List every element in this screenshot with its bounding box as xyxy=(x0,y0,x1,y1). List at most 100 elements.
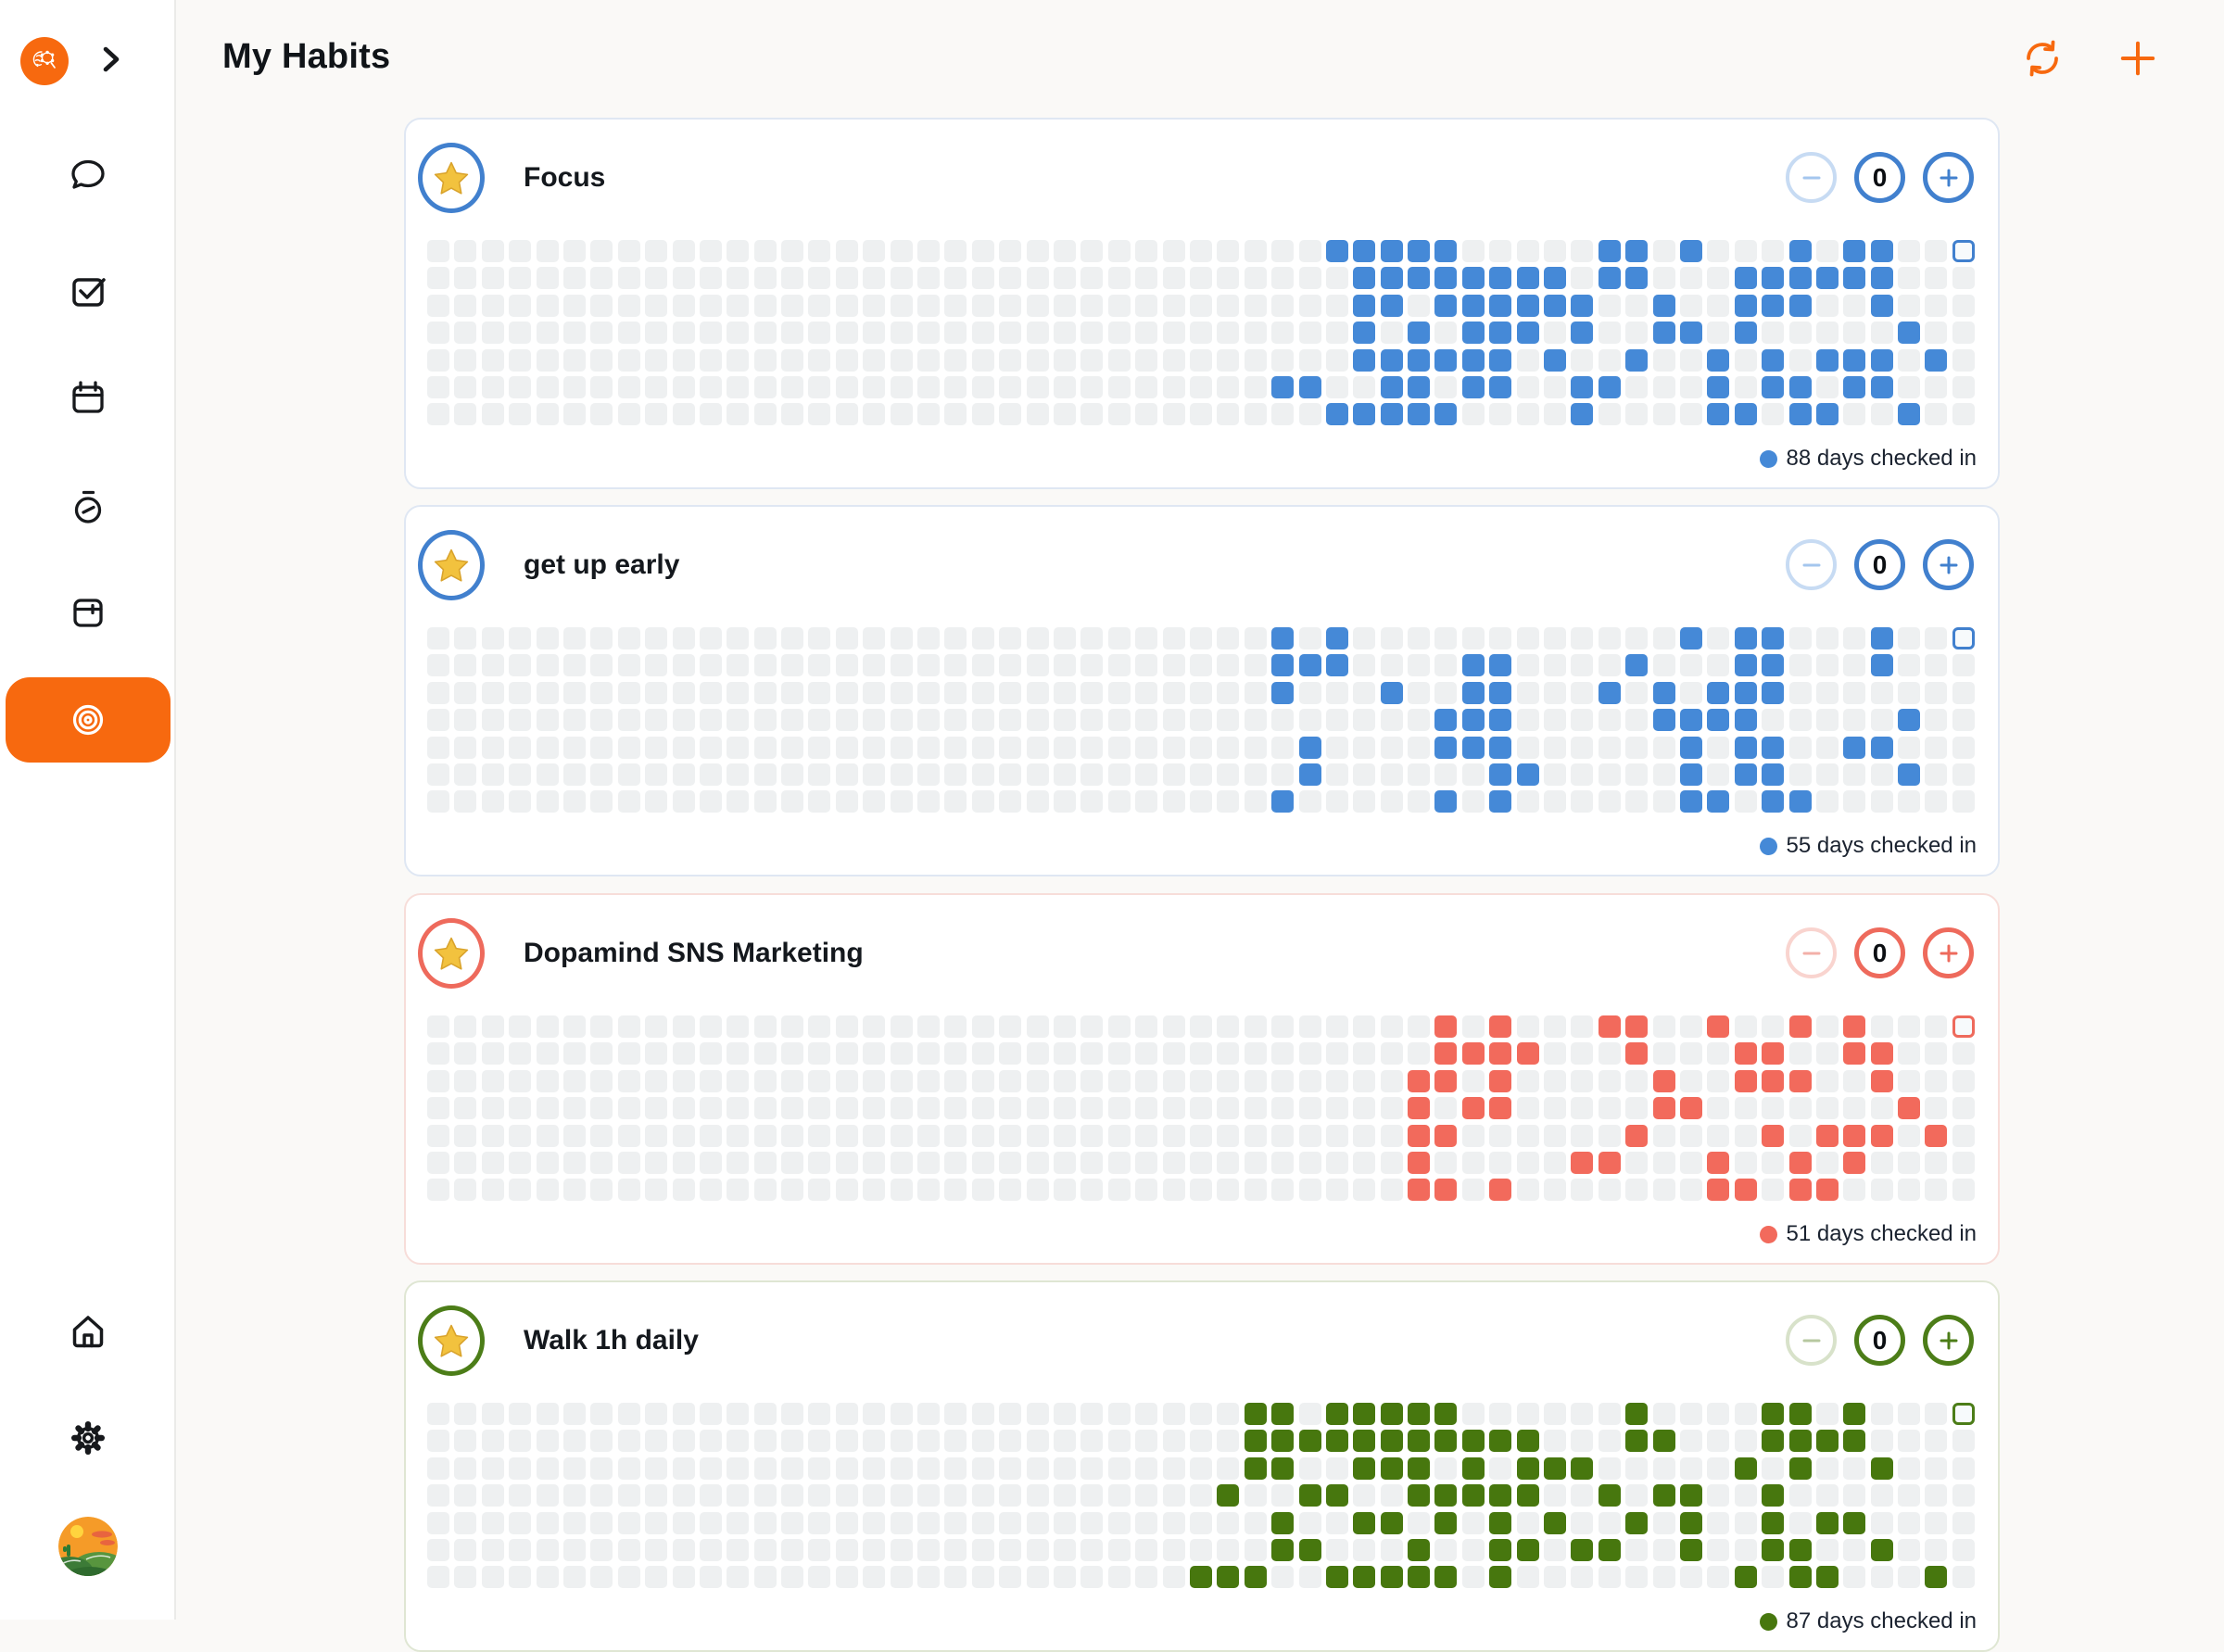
heatmap-cell xyxy=(944,681,967,704)
heatmap-cell-checked xyxy=(1652,322,1675,345)
increment-button[interactable] xyxy=(1923,539,1974,590)
heatmap-cell xyxy=(1217,267,1240,290)
heatmap-cell xyxy=(1244,1069,1267,1092)
heatmap-cell xyxy=(1353,375,1376,398)
heatmap-cell xyxy=(509,1042,532,1066)
increment-button[interactable] xyxy=(1923,152,1974,203)
decrement-button[interactable] xyxy=(1786,152,1837,203)
heatmap-cell xyxy=(1135,1403,1158,1425)
sidebar-item-timer[interactable] xyxy=(60,480,116,536)
heatmap-cell-checked xyxy=(1271,1538,1295,1561)
heatmap-cell xyxy=(1571,1042,1594,1066)
heatmap-cell xyxy=(917,654,941,677)
heatmap-cell xyxy=(1815,1069,1839,1092)
heatmap-cell xyxy=(1107,1403,1131,1425)
heatmap-cell xyxy=(781,681,804,704)
decrement-button[interactable] xyxy=(1786,927,1837,978)
heatmap-cell xyxy=(917,1124,941,1147)
heatmap-cell xyxy=(1353,709,1376,732)
heatmap-cell xyxy=(427,1484,449,1507)
heatmap-cell xyxy=(1298,790,1321,813)
heatmap-cell xyxy=(1788,1484,1812,1507)
today-checkbox[interactable] xyxy=(1952,1403,1975,1425)
heatmap-cell xyxy=(1625,1097,1649,1120)
heatmap-cell xyxy=(672,1069,695,1092)
heatmap-cell xyxy=(917,1511,941,1534)
heatmap-cell xyxy=(1244,627,1267,649)
heatmap-cell-checked xyxy=(1679,763,1702,786)
heatmap-cell-checked xyxy=(1408,1069,1431,1092)
habit-star-badge[interactable] xyxy=(418,918,485,989)
heatmap-cell xyxy=(1898,1511,1921,1534)
heatmap-cell-checked xyxy=(1489,681,1512,704)
heatmap-cell xyxy=(890,403,913,426)
app-logo[interactable] xyxy=(20,37,69,85)
heatmap-cell-checked xyxy=(1652,1484,1675,1507)
habit-star-badge[interactable] xyxy=(418,1305,485,1376)
today-checkbox[interactable] xyxy=(1952,1015,1975,1038)
habit-star-badge[interactable] xyxy=(418,143,485,213)
increment-button[interactable] xyxy=(1923,927,1974,978)
heatmap-cell xyxy=(753,654,777,677)
heatmap-cell xyxy=(944,654,967,677)
sidebar-expand-button[interactable] xyxy=(96,43,126,76)
heatmap-cell xyxy=(1162,1042,1185,1066)
heatmap-cell-checked xyxy=(1461,322,1485,345)
heatmap-cell-checked xyxy=(1762,294,1785,317)
heatmap-cell xyxy=(509,654,532,677)
add-habit-button[interactable] xyxy=(2114,34,2162,82)
heatmap-cell xyxy=(1298,627,1321,649)
heatmap-cell xyxy=(917,763,941,786)
heatmap-cell xyxy=(727,294,750,317)
heatmap-cell xyxy=(1516,1124,1539,1147)
heatmap-cell xyxy=(1625,736,1649,759)
heatmap-cell xyxy=(1625,1484,1649,1507)
sidebar-item-chat[interactable] xyxy=(60,148,116,204)
today-checkbox[interactable] xyxy=(1952,240,1975,262)
heatmap-cell xyxy=(1298,1511,1321,1534)
heatmap-cell xyxy=(481,654,504,677)
heatmap-cell-checked xyxy=(1489,1015,1512,1038)
heatmap-cell xyxy=(971,375,994,398)
heatmap-cell xyxy=(863,403,886,426)
heatmap-cell xyxy=(562,1069,586,1092)
heatmap-cell xyxy=(1598,1097,1621,1120)
sidebar-item-settings[interactable] xyxy=(60,1410,116,1466)
heatmap-cell xyxy=(1298,1069,1321,1092)
heatmap-cell xyxy=(727,375,750,398)
refresh-button[interactable] xyxy=(2018,34,2066,82)
heatmap-cell xyxy=(727,348,750,372)
heatmap-cell xyxy=(590,348,613,372)
heatmap-cell-checked xyxy=(1843,1151,1866,1174)
heatmap-cell xyxy=(672,1097,695,1120)
heatmap-cell-checked xyxy=(1298,1430,1321,1453)
habit-star-badge[interactable] xyxy=(418,530,485,600)
sidebar-item-habits-active[interactable] xyxy=(6,677,171,763)
heatmap-cell xyxy=(1162,1430,1185,1453)
profile-avatar[interactable] xyxy=(58,1517,118,1576)
heatmap-cell xyxy=(1516,1015,1539,1038)
heatmap-cell-checked xyxy=(1815,267,1839,290)
heatmap-cell-checked xyxy=(1544,294,1567,317)
heatmap-cell xyxy=(835,654,858,677)
sidebar-item-archive[interactable] xyxy=(60,585,116,640)
sidebar-item-home[interactable] xyxy=(60,1304,116,1359)
today-checkbox[interactable] xyxy=(1952,627,1975,649)
heatmap-cell-checked xyxy=(1679,709,1702,732)
decrement-button[interactable] xyxy=(1786,539,1837,590)
sidebar-item-calendar[interactable] xyxy=(60,370,116,425)
heatmap-cell xyxy=(536,627,559,649)
heatmap-cell xyxy=(427,1069,449,1092)
heatmap-cell xyxy=(536,1124,559,1147)
heatmap-cell xyxy=(699,627,722,649)
heatmap-cell xyxy=(562,348,586,372)
heatmap-cell-checked xyxy=(1870,240,1893,262)
sidebar-item-tasks[interactable] xyxy=(60,263,116,319)
heatmap-cell-checked xyxy=(1489,790,1512,813)
heatmap-cell-checked xyxy=(1516,267,1539,290)
decrement-button[interactable] xyxy=(1786,1315,1837,1366)
heatmap-cell xyxy=(727,1069,750,1092)
heatmap-cell xyxy=(1380,1179,1403,1202)
increment-button[interactable] xyxy=(1923,1315,1974,1366)
heatmap-cell xyxy=(1788,1097,1812,1120)
